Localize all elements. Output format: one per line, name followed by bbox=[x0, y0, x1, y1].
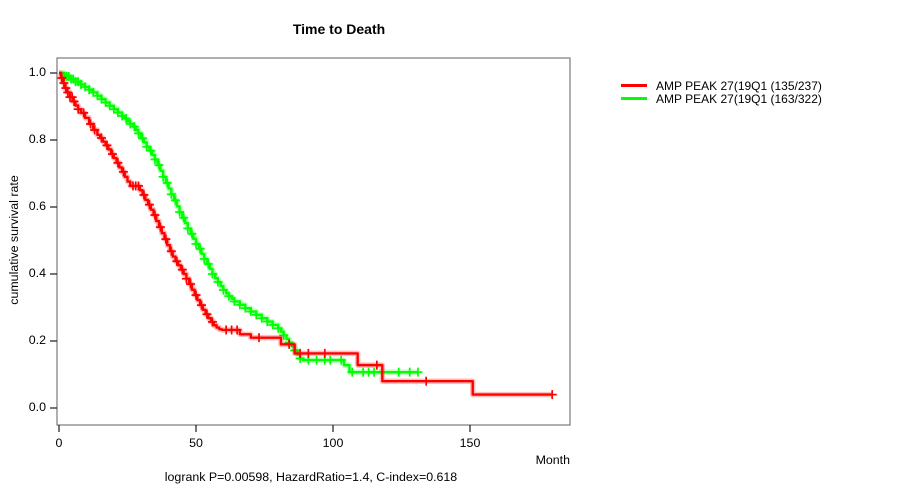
legend-line-red bbox=[621, 84, 647, 87]
plot-frame bbox=[56, 57, 571, 426]
legend-row: AMP PEAK 27(19Q1 (163/322) bbox=[621, 91, 822, 106]
legend-line-green bbox=[621, 97, 647, 100]
y-tick-label: 1.0 bbox=[28, 65, 46, 79]
x-tick-label: 50 bbox=[189, 436, 203, 450]
x-tick-label: 100 bbox=[322, 436, 344, 450]
legend-label: AMP PEAK 27(19Q1 (135/237) bbox=[656, 78, 822, 93]
legend-label: AMP PEAK 27(19Q1 (163/322) bbox=[656, 91, 822, 106]
km-curve-0 bbox=[59, 71, 553, 396]
y-tick-label: 0.2 bbox=[28, 333, 46, 347]
legend: AMP PEAK 27(19Q1 (135/237) AMP PEAK 27(1… bbox=[621, 78, 822, 106]
x-tick-label: 150 bbox=[459, 436, 481, 450]
y-tick-label: 0.8 bbox=[28, 132, 46, 146]
x-axis-label: Month bbox=[535, 453, 570, 467]
chart-title: Time to Death bbox=[292, 21, 386, 37]
y-axis-label: cumulative survival rate bbox=[7, 175, 21, 305]
y-tick-label: 0.4 bbox=[28, 266, 46, 280]
y-tick-label: 0.6 bbox=[28, 199, 46, 213]
stats-caption: logrank P=0.00598, HazardRatio=1.4, C-in… bbox=[164, 470, 458, 484]
legend-row: AMP PEAK 27(19Q1 (135/237) bbox=[621, 78, 822, 93]
y-tick-label: 0.0 bbox=[28, 400, 46, 414]
x-tick-label: 0 bbox=[55, 436, 63, 450]
